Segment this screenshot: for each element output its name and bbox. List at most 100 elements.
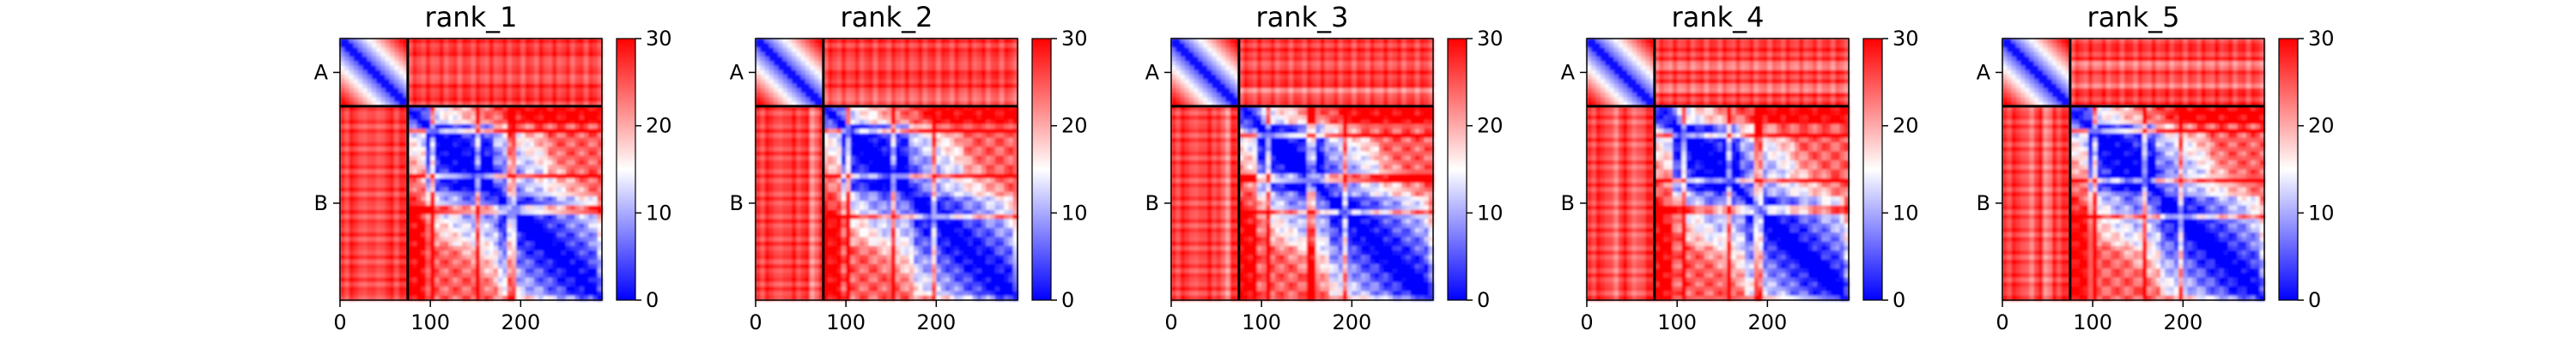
heatmap-cell xyxy=(796,141,802,147)
heatmap-cell xyxy=(990,87,996,93)
heatmap-cell xyxy=(430,173,436,179)
heatmap-cell xyxy=(787,133,793,139)
heatmap-cell xyxy=(597,187,603,193)
heatmap-cell xyxy=(787,87,793,93)
heatmap-cell xyxy=(854,101,860,107)
heatmap-cell xyxy=(380,273,386,279)
heatmap-cell xyxy=(877,105,883,111)
heatmap-cell xyxy=(976,119,982,125)
heatmap-cell xyxy=(940,93,946,98)
heatmap-cell xyxy=(756,69,761,75)
heatmap-cell xyxy=(583,137,589,143)
heatmap-cell xyxy=(443,57,449,62)
heatmap-cell xyxy=(890,79,896,85)
heatmap-cell xyxy=(349,57,355,62)
heatmap-cell xyxy=(385,187,391,193)
heatmap-cell xyxy=(520,223,526,229)
heatmap-cell xyxy=(940,57,946,62)
heatmap-cell xyxy=(592,93,598,98)
heatmap-cell xyxy=(371,101,377,107)
heatmap-cell xyxy=(471,273,477,279)
heatmap-cell xyxy=(430,263,436,269)
heatmap-cell xyxy=(344,57,350,62)
heatmap-cell xyxy=(805,57,811,62)
heatmap-cell xyxy=(570,227,576,233)
heatmap-cell xyxy=(565,69,571,75)
heatmap-cell xyxy=(362,97,368,103)
heatmap-cell xyxy=(461,105,467,111)
heatmap-cell xyxy=(385,273,391,279)
heatmap-cell xyxy=(502,187,508,193)
heatmap-cell xyxy=(908,87,914,93)
heatmap-cell xyxy=(398,159,404,165)
heatmap-cell xyxy=(403,286,409,292)
heatmap-cell xyxy=(940,97,946,103)
heatmap-cell xyxy=(968,137,974,143)
heatmap-cell xyxy=(950,43,955,49)
heatmap-cell xyxy=(443,178,449,184)
heatmap-cell xyxy=(972,155,978,161)
heatmap-cell xyxy=(398,178,404,184)
heatmap-cell xyxy=(864,101,870,107)
heatmap-cell xyxy=(927,159,933,165)
heatmap-cell xyxy=(502,191,508,197)
heatmap-cell xyxy=(900,83,906,89)
heatmap-cell xyxy=(805,79,811,85)
heatmap-cell xyxy=(579,268,585,274)
heatmap-cell xyxy=(760,137,766,143)
heatmap-cell xyxy=(475,205,481,211)
heatmap-cell xyxy=(864,151,870,157)
heatmap-cell xyxy=(583,61,589,67)
heatmap-cell xyxy=(516,65,521,71)
heatmap-cell xyxy=(778,115,784,121)
heatmap-cell xyxy=(583,147,589,153)
heatmap-cell xyxy=(950,79,955,85)
heatmap-cell xyxy=(543,173,549,179)
heatmap-cell xyxy=(516,69,521,75)
heatmap-cell xyxy=(430,155,436,161)
heatmap-cell xyxy=(543,259,549,265)
heatmap-cell xyxy=(823,133,829,139)
heatmap-cell xyxy=(367,159,373,165)
heatmap-cell xyxy=(443,97,449,103)
heatmap-cell xyxy=(936,141,942,147)
heatmap-cell xyxy=(841,83,847,89)
heatmap-cell xyxy=(443,51,449,57)
heatmap-cell xyxy=(805,83,811,89)
heatmap-cell xyxy=(904,137,910,143)
heatmap-cell xyxy=(574,69,580,75)
heatmap-cell xyxy=(886,47,892,53)
heatmap-cell xyxy=(552,250,558,256)
heatmap-cell xyxy=(1012,129,1018,135)
heatmap-cell xyxy=(756,79,761,85)
heatmap-cell xyxy=(787,97,793,103)
heatmap-cell xyxy=(908,51,914,57)
heatmap-cell xyxy=(592,232,598,238)
heatmap-cell xyxy=(493,201,499,207)
heatmap-cell xyxy=(976,93,982,98)
heatmap-cell xyxy=(756,61,761,67)
heatmap-cell xyxy=(498,191,503,197)
heatmap-cell xyxy=(945,79,951,85)
heatmap-cell xyxy=(358,69,363,75)
heatmap-cell xyxy=(421,115,427,121)
heatmap-cell xyxy=(805,75,811,80)
heatmap-cell xyxy=(502,141,508,147)
heatmap-cell xyxy=(850,155,856,161)
heatmap-cell xyxy=(493,165,499,171)
heatmap-cell xyxy=(507,39,513,44)
heatmap-cell xyxy=(769,105,775,111)
heatmap-cell xyxy=(394,129,399,135)
heatmap-cell xyxy=(552,133,558,139)
heatmap-cell xyxy=(877,93,883,98)
heatmap-cell xyxy=(493,178,499,184)
heatmap-cell xyxy=(543,273,549,279)
heatmap-cell xyxy=(507,43,513,49)
heatmap-cell xyxy=(371,165,377,171)
heatmap-cell xyxy=(511,69,517,75)
heatmap-cell xyxy=(502,183,508,189)
heatmap-cell xyxy=(583,141,589,147)
heatmap-cell xyxy=(493,47,499,53)
heatmap-cell xyxy=(574,263,580,269)
heatmap-cell xyxy=(543,97,549,103)
